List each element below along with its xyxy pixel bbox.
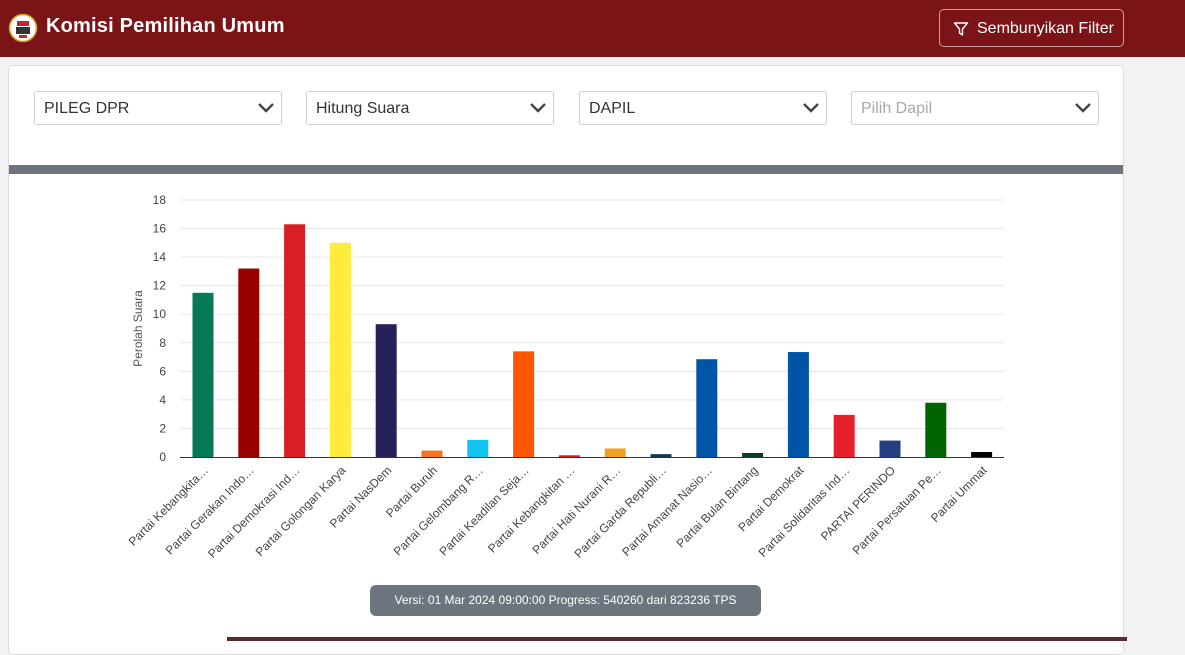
hide-filter-label: Sembunyikan Filter — [977, 20, 1114, 37]
bar — [833, 414, 855, 457]
bar — [971, 452, 993, 457]
y-tick-label: 4 — [159, 393, 166, 407]
chevron-down-icon — [803, 103, 819, 113]
x-tick-label: Partai Persatuan Pe… — [850, 463, 944, 557]
y-tick-label: 14 — [153, 250, 167, 264]
x-tick-label: Partai Bulan Bintang — [673, 463, 760, 550]
bar — [696, 359, 718, 457]
bar — [375, 324, 397, 457]
navbar: Komisi Pemilihan Umum Sembunyikan Filter — [0, 0, 1185, 57]
count-type-select[interactable]: Hitung Suara — [306, 91, 554, 125]
region-level-value: DAPIL — [589, 100, 636, 117]
y-tick-label: 18 — [153, 193, 167, 207]
vote-bar-chart: 0 2 4 6 8 10 12 14 16 18 Perolah Suara Partai Keban… — [126, 193, 1004, 561]
brand-title[interactable]: Komisi Pemilihan Umum — [46, 15, 285, 37]
x-tick-label: Partai Golongan Karya — [253, 463, 349, 559]
bar — [284, 224, 306, 457]
bar — [238, 268, 260, 457]
x-tick-label: Partai Gelombang R… — [391, 463, 486, 558]
x-tick-label: Partai Solidaritas Ind… — [756, 463, 853, 560]
bar — [742, 453, 764, 457]
y-tick-label: 10 — [153, 307, 167, 321]
section-divider — [9, 165, 1123, 174]
chevron-down-icon — [258, 103, 274, 113]
kpu-logo-icon — [8, 13, 38, 43]
bar — [467, 439, 489, 457]
dapil-placeholder: Pilih Dapil — [861, 100, 933, 117]
filter-icon — [953, 22, 969, 36]
bar — [925, 402, 947, 457]
x-tick-label: Partai Keadilan Seja… — [436, 463, 531, 558]
y-tick-label: 16 — [153, 222, 167, 236]
bar — [513, 351, 535, 457]
y-tick-label: 2 — [159, 421, 166, 435]
bar — [650, 454, 672, 457]
count-type-value: Hitung Suara — [316, 100, 410, 117]
chevron-down-icon — [1075, 103, 1091, 113]
bottom-edge — [227, 637, 1127, 641]
bar — [604, 448, 626, 457]
region-level-select[interactable]: DAPIL — [579, 91, 827, 125]
bar — [192, 292, 214, 457]
bar — [558, 455, 580, 457]
x-tick-label: Partai Demokrasi Ind… — [205, 463, 303, 561]
x-tick-label: Partai Amanat Nasio… — [619, 463, 715, 559]
x-tick-label: Partai Kebangkitan … — [485, 463, 577, 555]
election-type-value: PILEG DPR — [44, 100, 130, 117]
x-tick-label: Partai Hati Nurani R… — [529, 463, 623, 557]
bar — [879, 440, 901, 457]
bar — [787, 352, 809, 457]
chevron-down-icon — [530, 103, 546, 113]
bar — [329, 242, 351, 457]
x-tick-label: Partai Kebangkita… — [126, 463, 211, 548]
dapil-select[interactable]: Pilih Dapil — [851, 91, 1099, 125]
y-tick-label: 0 — [159, 450, 166, 464]
bar — [421, 450, 443, 457]
y-tick-label: 8 — [159, 336, 166, 350]
y-axis-label: Perolah Suara — [131, 290, 145, 367]
hide-filter-button[interactable]: Sembunyikan Filter — [939, 9, 1124, 47]
x-tick-label: Partai Garda Republi… — [571, 463, 669, 561]
version-badge: Versi: 01 Mar 2024 09:00:00 Progress: 54… — [370, 585, 761, 638]
main-card: PILEG DPR Hitung Suara DAPIL Pilih Dapil… — [8, 65, 1124, 655]
y-tick-label: 12 — [153, 279, 167, 293]
x-tick-label: Partai Gerakan Indo… — [163, 463, 257, 557]
y-tick-label: 6 — [159, 364, 166, 378]
election-type-select[interactable]: PILEG DPR — [34, 91, 282, 125]
